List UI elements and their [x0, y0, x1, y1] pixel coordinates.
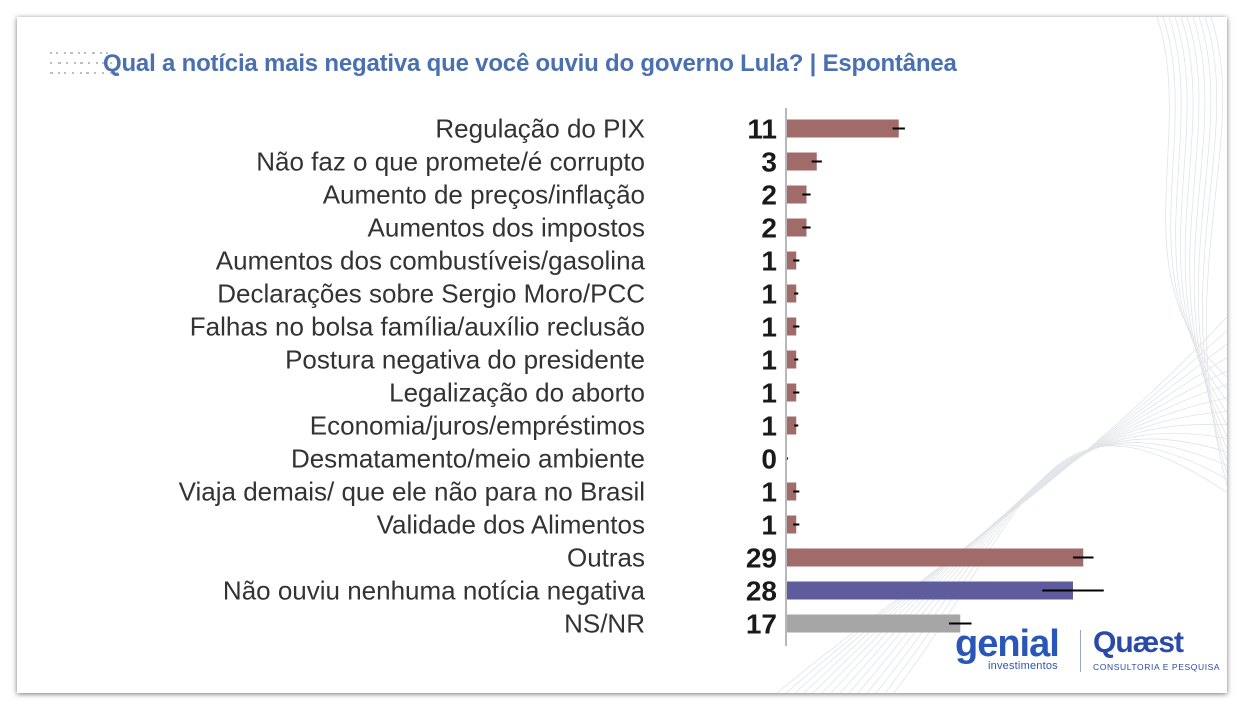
category-label: Outras	[567, 543, 645, 573]
value-label: 11	[747, 114, 777, 145]
bar	[786, 548, 1084, 567]
wave-line	[1192, 17, 1227, 450]
bar	[786, 152, 817, 171]
genial-logo: genial	[955, 623, 1060, 665]
quaest-logo: Quæst	[1093, 626, 1184, 659]
category-label: Aumentos dos combustíveis/gasolina	[216, 246, 646, 276]
value-label: 3	[761, 147, 777, 178]
wave-line	[1202, 17, 1227, 474]
value-label: 1	[761, 477, 777, 508]
category-label: Regulação do PIX	[435, 114, 645, 144]
category-label: Falhas no bolsa família/auxílio reclusão	[190, 312, 645, 342]
category-label: Economia/juros/empréstimos	[310, 411, 645, 441]
category-label: Postura negativa do presidente	[285, 345, 645, 375]
bar	[786, 185, 807, 204]
category-label: NS/NR	[564, 609, 645, 639]
quaest-logo-subtitle: CONSULTORIA E PESQUISA	[1093, 662, 1221, 672]
value-label: 1	[761, 411, 777, 442]
value-label: 1	[761, 246, 777, 277]
bar	[786, 218, 807, 237]
category-label: Legalização do aborto	[389, 378, 645, 408]
category-label: Desmatamento/meio ambiente	[291, 444, 645, 474]
category-label: Não faz o que promete/é corrupto	[256, 147, 645, 177]
category-label: Não ouviu nenhuma notícia negativa	[223, 576, 646, 606]
value-label: 1	[761, 378, 777, 409]
wave-line	[785, 330, 1227, 693]
bar	[786, 350, 797, 369]
category-label: Aumentos dos impostos	[368, 213, 645, 243]
bar	[786, 416, 797, 435]
barcode-decoration	[50, 52, 118, 74]
bar	[786, 614, 961, 633]
category-label: Validade dos Alimentos	[377, 510, 645, 540]
slide-card	[17, 17, 1227, 693]
value-label: 2	[761, 180, 777, 211]
chart-title: Qual a notícia mais negativa que você ou…	[103, 50, 957, 77]
value-label: 1	[761, 312, 777, 343]
logo-divider	[1080, 630, 1081, 672]
bar	[786, 284, 797, 303]
value-label: 29	[746, 543, 777, 574]
value-label: 1	[761, 510, 777, 541]
bar	[786, 251, 797, 270]
value-label: 1	[761, 345, 777, 376]
wave-line	[1205, 17, 1227, 486]
value-label: 0	[761, 444, 777, 475]
value-label: 2	[761, 213, 777, 244]
value-label: 1	[761, 279, 777, 310]
bar	[786, 383, 797, 402]
bar	[786, 515, 797, 534]
value-label: 17	[746, 609, 777, 640]
value-label: 28	[746, 576, 777, 607]
bar	[786, 119, 899, 138]
category-label: Aumento de preços/inflação	[323, 180, 645, 210]
category-label: Declarações sobre Sergio Moro/PCC	[217, 279, 645, 309]
bar	[786, 482, 797, 501]
bar	[786, 317, 797, 336]
genial-logo-subtitle: investimentos	[988, 660, 1058, 672]
category-label: Viaja demais/ que ele não para no Brasil	[179, 477, 645, 507]
wave-line	[1186, 17, 1227, 438]
bar	[786, 581, 1073, 600]
wave-line	[1198, 17, 1227, 462]
